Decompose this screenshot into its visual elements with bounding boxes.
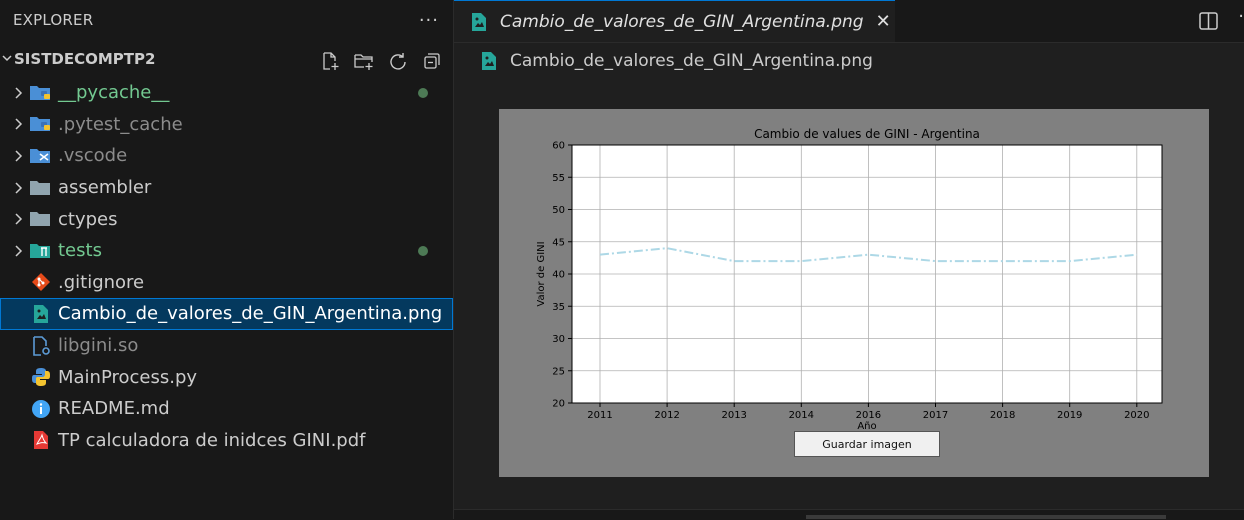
chevron-right-icon — [8, 117, 28, 131]
close-icon[interactable]: ✕ — [876, 11, 891, 32]
tree-item-label: tests — [58, 240, 102, 261]
horizontal-scrollbar[interactable] — [806, 515, 1166, 519]
vscode-folder-icon — [28, 145, 54, 167]
image-preview: 20 25 30 35 40 45 50 55 60 2011 2012 2013 2014 2016 20… — [499, 109, 1209, 477]
chevron-right-icon — [8, 149, 28, 163]
tree-item-vscode[interactable]: .vscode — [0, 140, 453, 172]
tree-item-label: TP calculadora de inidces GINI.pdf — [58, 430, 366, 451]
x-tick-label: 2018 — [990, 410, 1015, 421]
chevron-down-icon — [0, 52, 14, 67]
x-tick-label: 2012 — [654, 410, 679, 421]
git-status-dot — [418, 88, 428, 98]
tree-item-label: ctypes — [58, 209, 117, 230]
tree-item-assembler[interactable]: assembler — [0, 172, 453, 204]
python-icon — [28, 366, 54, 388]
x-tick-label: 2011 — [587, 410, 612, 421]
pdf-icon — [28, 429, 54, 451]
tree-item-ctypes[interactable]: ctypes — [0, 203, 453, 235]
y-tick-label: 25 — [552, 366, 565, 377]
tree-item-gitignore[interactable]: .gitignore — [0, 267, 453, 299]
explorer-title: EXPLORER — [13, 11, 93, 29]
git-status-dot — [418, 246, 428, 256]
tree-item-tests[interactable]: tests — [0, 235, 453, 267]
info-icon — [28, 398, 54, 420]
more-actions-icon[interactable]: ··· — [419, 10, 439, 31]
tab-label: Cambio_de_valores_de_GIN_Argentina.png — [500, 12, 864, 32]
folder-icon — [28, 208, 54, 230]
python-folder-icon — [28, 82, 54, 104]
binary-file-icon — [28, 335, 54, 357]
refresh-icon[interactable] — [387, 50, 409, 72]
x-tick-label: 2016 — [856, 410, 881, 421]
collapse-all-icon[interactable] — [421, 50, 443, 72]
image-file-icon — [480, 51, 500, 71]
test-folder-icon — [28, 240, 54, 262]
tree-item-readme[interactable]: README.md — [0, 393, 453, 425]
image-file-icon — [470, 12, 490, 32]
x-tick-label: 2014 — [789, 410, 814, 421]
y-tick-label: 55 — [552, 173, 565, 184]
gini-line-chart: 20 25 30 35 40 45 50 55 60 2011 2012 2013 2014 2016 20… — [499, 109, 1209, 477]
x-tick-label: 2020 — [1124, 410, 1149, 421]
new-folder-icon[interactable] — [353, 50, 375, 72]
tree-item-label: .vscode — [58, 145, 127, 166]
tree-item-pytest-cache[interactable]: .pytest_cache — [0, 109, 453, 141]
x-tick-label: 2013 — [721, 410, 746, 421]
y-tick-label: 30 — [552, 334, 565, 345]
tree-item-pdf[interactable]: TP calculadora de inidces GINI.pdf — [0, 425, 453, 457]
file-tree: __pycache__ .pytest_cache .vscode assemb — [0, 77, 453, 456]
tree-item-png[interactable]: Cambio_de_valores_de_GIN_Argentina.png — [0, 298, 453, 330]
x-tick-label: 2019 — [1057, 410, 1082, 421]
python-folder-icon — [28, 113, 54, 135]
x-tick-label: 2017 — [923, 410, 948, 421]
git-icon — [28, 271, 54, 293]
y-tick-label: 40 — [552, 270, 565, 281]
tree-item-label: Cambio_de_valores_de_GIN_Argentina.png — [58, 303, 442, 324]
tree-item-label: __pycache__ — [58, 82, 169, 103]
y-axis-label: Valor de GINI — [536, 241, 547, 306]
workspace-folder-name: SISTDECOMPTP2 — [14, 50, 155, 68]
tab-png[interactable]: Cambio_de_valores_de_GIN_Argentina.png ✕ — [454, 0, 895, 42]
save-image-button[interactable]: Guardar imagen — [794, 431, 940, 457]
tree-item-label: MainProcess.py — [58, 367, 197, 388]
new-file-icon[interactable] — [319, 50, 341, 72]
split-editor-icon[interactable] — [1198, 10, 1220, 32]
tree-item-libgini[interactable]: libgini.so — [0, 330, 453, 362]
editor-tab-bar: Cambio_de_valores_de_GIN_Argentina.png ✕… — [454, 0, 1244, 43]
chevron-right-icon — [8, 244, 28, 258]
tree-item-label: .pytest_cache — [58, 114, 183, 135]
tree-item-label: README.md — [58, 398, 170, 419]
breadcrumb: Cambio_de_valores_de_GIN_Argentina.png — [454, 43, 1244, 79]
chevron-right-icon — [8, 86, 28, 100]
tree-item-label: .gitignore — [58, 272, 144, 293]
y-tick-label: 20 — [552, 399, 565, 410]
y-tick-label: 60 — [552, 141, 565, 152]
tree-item-label: libgini.so — [58, 335, 138, 356]
y-tick-label: 35 — [552, 302, 565, 313]
y-tick-label: 45 — [552, 237, 565, 248]
chevron-right-icon — [8, 212, 28, 226]
breadcrumb-file[interactable]: Cambio_de_valores_de_GIN_Argentina.png — [510, 51, 873, 71]
tree-item-pycache[interactable]: __pycache__ — [0, 77, 453, 109]
more-actions-icon[interactable]: · — [1238, 6, 1244, 27]
workspace-folder-header[interactable]: SISTDECOMPTP2 — [0, 40, 453, 78]
y-tick-label: 50 — [552, 205, 565, 216]
explorer-header: EXPLORER ··· — [0, 0, 453, 40]
folder-icon — [28, 177, 54, 199]
image-file-icon — [28, 303, 54, 325]
explorer-sidebar: EXPLORER ··· SISTDECOMPTP2 — [0, 0, 454, 519]
tree-item-mainprocess[interactable]: MainProcess.py — [0, 361, 453, 393]
chart-title: Cambio de values de GINI - Argentina — [754, 127, 980, 141]
chevron-right-icon — [8, 181, 28, 195]
tree-item-label: assembler — [58, 177, 151, 198]
